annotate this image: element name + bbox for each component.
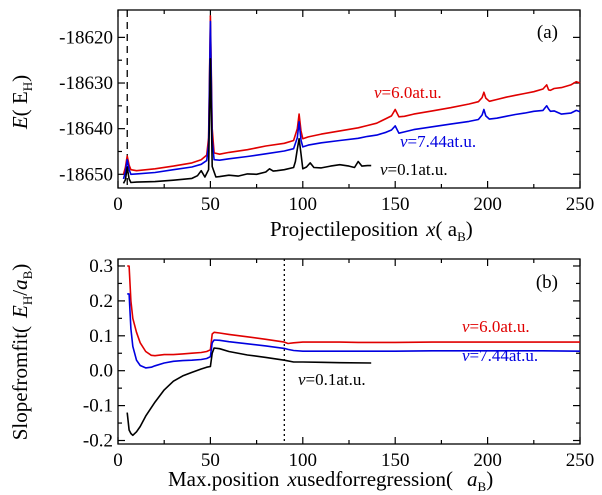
panel-a-ticks: 0 50 100 150 200 250 -18620 -18630 -18640 -18650 [59,10,594,215]
x-tick-label-b: 0 [113,450,123,471]
y-tick-label-b: 0.2 [89,291,113,312]
y-tick-label-a: -18650 [59,164,113,185]
panel-a-x-axis-label: Projectileposition x( aB) [270,217,473,244]
series-label-v744-b: v=7.44at.u. [462,346,538,365]
x-tick-label-a: 250 [566,194,595,215]
panel-b-series [126,265,581,437]
panel-a-series [122,15,581,184]
x-tick-label-b: 250 [566,450,595,471]
y-tick-label-b: 0.3 [89,256,113,277]
panel-a-y-axis-label: E( EH) [8,75,35,130]
panel-a-frame [117,9,581,189]
x-tick-label-a: 50 [201,194,220,215]
series-line-b-v-6-0at-u- [127,265,580,357]
series-label-v6-b: v=6.0at.u. [462,317,530,336]
y-tick-label-b: 0.0 [89,361,113,382]
y-tick-label-a: -18630 [59,73,113,94]
series-label-v744-a: v=7.44at.u. [400,132,476,151]
x-tick-label-a: 0 [113,194,123,215]
y-tick-label-a: -18640 [59,119,113,140]
y-tick-label-b: -0.1 [83,396,113,417]
series-label-v01-b: v=0.1at.u. [298,370,366,389]
series-line-b-v-0-1at-u- [126,347,372,437]
x-tick-label-a: 100 [289,194,318,215]
x-tick-label-b: 150 [381,450,410,471]
x-tick-label-b: 50 [201,450,220,471]
panel-b-ticks: 0 50 100 150 200 250 0.3 0.2 0.1 0.0 -0.1 -0.2 [83,256,594,471]
panel-b-tag: (b) [536,272,558,293]
panel-b-y-axis-label: Slopefromfit(EH/aB) [8,264,35,441]
series-label-v6-a: v=6.0at.u. [374,83,442,102]
series-line-a-v-7-44at-u- [122,20,581,180]
series-line-a-v-6-0at-u- [122,15,581,175]
x-tick-label-b: 100 [289,450,318,471]
series-label-v01-a: v=0.1at.u. [380,160,448,179]
panel-b-x-axis-label: Max.position xusedforregression(aB) [168,467,493,494]
series-line-b-v-7-44at-u- [127,293,581,369]
x-tick-label-a: 200 [473,194,502,215]
x-tick-label-b: 200 [473,450,502,471]
y-tick-label-a: -18620 [59,27,113,48]
y-tick-label-b: -0.2 [83,431,113,452]
panel-a-energy: 0 50 100 150 200 250-18620-18630-18640-18650 … [8,9,594,244]
x-tick-label-a: 150 [381,194,410,215]
series-line-a-v-0-1at-u- [122,57,372,184]
panel-a-tag: (a) [537,22,558,43]
y-tick-label-b: 0.1 [89,326,113,347]
